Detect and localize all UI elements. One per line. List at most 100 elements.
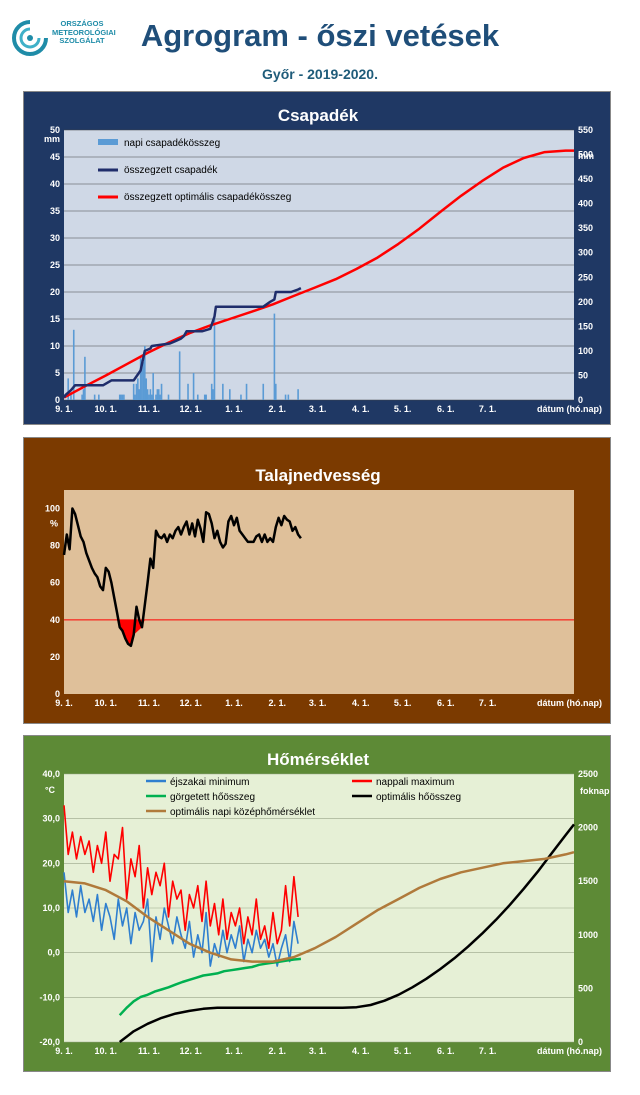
soil-x-tick-label: 3. 1. (309, 698, 327, 708)
logo-line-3: SZOLGÁLAT (59, 36, 105, 45)
precip-optimal-cumulative-line (63, 149, 574, 399)
temp-y2-tick-label: 0 (578, 1037, 583, 1047)
precip-y-tick-label: 0 (55, 395, 60, 405)
precip-y-tick-label: 15 (50, 314, 60, 324)
temp-x-tick-label: 2. 1. (268, 1046, 286, 1056)
temp-x-tick-label: 3. 1. (309, 1046, 327, 1056)
temp-x-tick-label: 6. 1. (437, 1046, 455, 1056)
precip-daily-bar (229, 389, 231, 400)
precip-daily-bar (70, 394, 72, 400)
precip-cumulative-line (62, 286, 302, 399)
precip-y2-tick-label: 150 (578, 321, 593, 331)
temp-y2-axis-label: foknap (580, 786, 610, 796)
precip-daily-bar (84, 356, 86, 400)
precip-y-tick-label: 20 (50, 287, 60, 297)
precip-y2-axis-label: mm (578, 151, 594, 161)
precip-title: Csapadék (278, 106, 359, 125)
precip-daily-bar (152, 373, 154, 400)
temp-x-tick-label: 7. 1. (479, 1046, 497, 1056)
temp-y-tick-label: -10,0 (39, 992, 60, 1002)
precip-daily-bar (222, 383, 224, 400)
precip-daily-bar (142, 362, 145, 400)
temp-min-line (63, 872, 299, 967)
precip-y-tick-label: 10 (50, 341, 60, 351)
precip-y2-tick-label: 100 (578, 346, 593, 356)
temp-x-tick-label: 9. 1. (55, 1046, 73, 1056)
precip-daily-bar (132, 383, 135, 400)
precip-daily-bar (240, 394, 242, 400)
temp-x-tick-label: 1. 1. (225, 1046, 243, 1056)
precip-y2-tick-label: 450 (578, 174, 593, 184)
precip-daily-bar (138, 389, 141, 400)
temp-legend-label: éjszakai minimum (170, 777, 249, 788)
precip-y2-tick-label: 200 (578, 297, 593, 307)
precip-daily-bar (167, 394, 170, 400)
precip-daily-bar (212, 389, 214, 400)
precip-x-tick-label: 2. 1. (268, 404, 286, 414)
precip-y-tick-label: 50 (50, 125, 60, 135)
precip-daily-bar (156, 389, 159, 400)
temp-optimal-gdd-line (118, 823, 575, 1043)
soil-y-tick-label: 60 (50, 578, 60, 588)
temp-y2-tick-label: 2500 (578, 769, 598, 779)
soil-x-tick-label: 12. 1. (180, 698, 203, 708)
soil-y-tick-label: 80 (50, 541, 60, 551)
precip-daily-bar (82, 389, 85, 400)
soil-y-tick-label: 20 (50, 652, 60, 662)
precip-y-axis-label: mm (44, 134, 60, 144)
soil-x-tick-label: 9. 1. (55, 698, 73, 708)
precip-y-tick-label: 25 (50, 260, 60, 270)
precipitation-panel: Csapadék 9. 1. 10. 1. 11. 1. 12. 1. 1. 1. 2. 1… (23, 91, 611, 425)
precip-daily-bar (273, 313, 276, 400)
temp-rolling-gdd-line (118, 957, 302, 1017)
precip-daily-bar (159, 394, 161, 400)
precip-daily-bar (155, 394, 157, 400)
precip-x-tick-label: 4. 1. (352, 404, 370, 414)
precip-daily-bar (98, 394, 100, 400)
soil-y-tick-label: 100 (45, 504, 60, 514)
precip-legend-swatch-daily (98, 139, 118, 145)
precip-x-tick-label: 10. 1. (95, 404, 118, 414)
precip-daily-bar (284, 394, 287, 400)
soil-y-tick-label: 40 (50, 615, 60, 625)
precip-x-tick-label: 6. 1. (437, 404, 455, 414)
precip-y2-tick-label: 350 (578, 223, 593, 233)
temperature-panel: Hőmérséklet 9. 1. 10. 1. 11. 1. 12. 1. 1. 1. 2… (23, 735, 611, 1072)
soil-x-tick-label: 6. 1. (437, 698, 455, 708)
precip-y2-tick-label: 500 (578, 150, 593, 160)
temp-y2-tick-label: 1000 (578, 930, 598, 940)
precip-daily-bar (72, 329, 75, 400)
soil-plot-area (64, 490, 574, 694)
precip-daily-bar (157, 389, 160, 400)
soil-moisture-line (62, 507, 302, 648)
precip-daily-bar (144, 346, 146, 400)
soil-title: Talajnedvesség (255, 466, 380, 485)
temp-x-tick-label: 10. 1. (95, 1046, 118, 1056)
soil-moisture-panel: Talajnedvesség 9. 1. 10. 1. 11. 1. 12. 1. 1. … (23, 437, 611, 724)
precip-x-tick-label: 11. 1. (138, 404, 160, 414)
page-subtitle: Győr - 2019-2020. (262, 66, 378, 82)
temp-x-tick-label: 4. 1. (352, 1046, 370, 1056)
temp-y-tick-label: 20,0 (42, 858, 60, 868)
soil-y-tick-label: 0 (55, 689, 60, 699)
temp-x-tick-label: 11. 1. (138, 1046, 160, 1056)
precip-daily-bar (187, 383, 189, 400)
precip-daily-bar (118, 394, 121, 400)
precip-daily-bar (262, 383, 265, 400)
precip-daily-bar (134, 394, 136, 400)
temp-y2-tick-label: 500 (578, 983, 593, 993)
precip-x-axis-label: dátum (hó.nap) (537, 404, 602, 414)
precip-y2-tick-label: 0 (578, 395, 583, 405)
precip-daily-bar (121, 394, 124, 400)
temp-x-tick-label: 5. 1. (394, 1046, 412, 1056)
precip-daily-bar (297, 389, 299, 400)
precip-y-tick-label: 40 (50, 179, 60, 189)
precip-daily-bar (210, 383, 213, 400)
soil-x-tick-label: 5. 1. (394, 698, 412, 708)
temp-legend-label: optimális hőösszeg (376, 792, 461, 803)
precip-x-tick-label: 5. 1. (394, 404, 412, 414)
precip-daily-bar (203, 394, 206, 400)
soil-x-tick-label: 10. 1. (95, 698, 118, 708)
omsz-logo: ORSZÁGOS METEOROLÓGIAI SZOLGÁLAT (10, 18, 120, 58)
precip-daily-bar (123, 394, 125, 400)
